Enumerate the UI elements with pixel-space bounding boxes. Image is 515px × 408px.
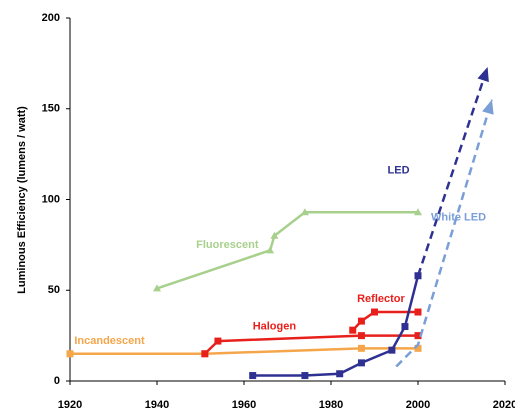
y-tick-label: 0 (54, 375, 60, 387)
series-label: White LED (431, 212, 486, 224)
marker (249, 372, 256, 379)
chart: Luminous Efficiency (lumens / watt) 0 50 1… (0, 0, 515, 408)
y-tick-label: 150 (42, 103, 60, 115)
arrow-head (482, 100, 493, 115)
marker (358, 318, 365, 325)
marker (371, 309, 378, 316)
x-tick-label: 1940 (145, 399, 169, 408)
projection-line (396, 100, 492, 367)
y-tick-label: 50 (48, 284, 60, 296)
marker (401, 323, 408, 330)
y-tick-label: 200 (42, 12, 60, 24)
y-tick-label: 100 (42, 193, 60, 205)
marker (415, 272, 422, 279)
marker (358, 359, 365, 366)
series-label: Fluorescent (196, 239, 259, 251)
marker (358, 332, 365, 339)
series-label: Reflector (357, 293, 405, 305)
y-axis-label: Luminous Efficiency (lumens / watt) (16, 106, 28, 294)
marker (388, 347, 395, 354)
marker (415, 309, 422, 316)
x-tick-label: 1920 (58, 399, 82, 408)
x-tick-label: 1960 (232, 399, 256, 408)
marker (67, 350, 74, 357)
marker (349, 327, 356, 334)
projection-line (418, 67, 488, 276)
x-tick-label: 2000 (406, 399, 430, 408)
series-label: LED (388, 164, 410, 176)
x-tick-label: 1980 (319, 399, 343, 408)
marker (266, 246, 274, 253)
marker (201, 350, 208, 357)
series-line (70, 348, 418, 353)
marker (301, 372, 308, 379)
x-tick-label: 2020 (493, 399, 515, 408)
series-label: Incandescent (74, 335, 145, 347)
marker (214, 338, 221, 345)
series-label: Halogen (253, 320, 297, 332)
marker (358, 345, 365, 352)
arrow-head (477, 67, 488, 82)
marker (336, 370, 343, 377)
